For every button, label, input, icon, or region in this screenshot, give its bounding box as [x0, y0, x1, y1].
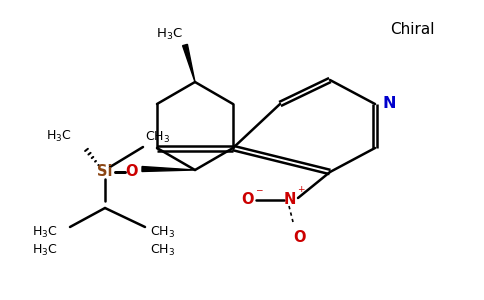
Text: Chiral: Chiral: [390, 22, 435, 37]
Text: CH$_3$: CH$_3$: [145, 130, 170, 145]
Polygon shape: [142, 167, 195, 172]
Text: H$_3$C: H$_3$C: [46, 129, 72, 144]
Text: H$_3$C: H$_3$C: [32, 224, 58, 239]
Text: +: +: [297, 185, 304, 194]
Text: H$_3$C: H$_3$C: [32, 242, 58, 257]
Text: O: O: [126, 164, 138, 179]
Text: H$_3$C: H$_3$C: [156, 27, 183, 42]
Text: −: −: [255, 185, 262, 194]
Text: CH$_3$: CH$_3$: [150, 224, 175, 239]
Text: N: N: [383, 97, 396, 112]
Text: N: N: [284, 193, 296, 208]
Text: O: O: [293, 230, 305, 245]
Text: CH$_3$: CH$_3$: [150, 242, 175, 257]
Text: Si: Si: [97, 164, 113, 179]
Text: O: O: [242, 193, 254, 208]
Polygon shape: [182, 44, 195, 82]
